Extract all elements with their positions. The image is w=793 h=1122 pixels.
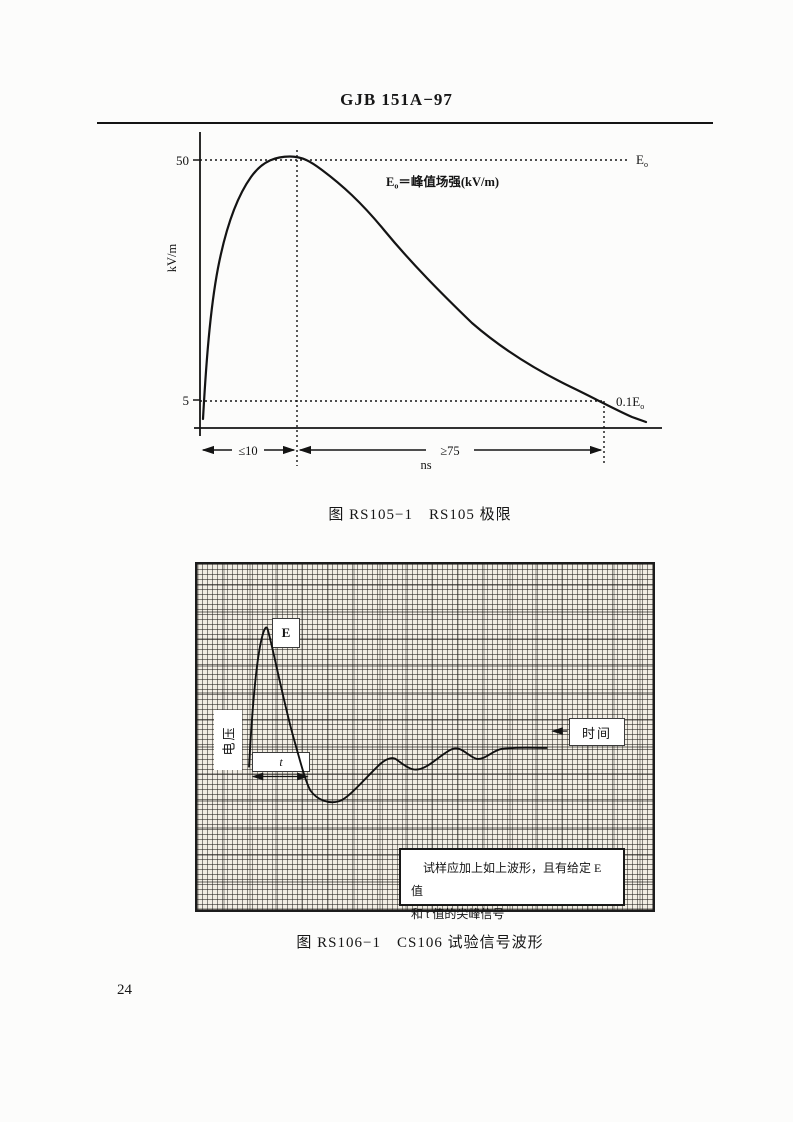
duration-label-box: t	[252, 752, 310, 772]
note-line-2: 和 t 值的尖峰信号	[411, 906, 505, 921]
rs105-limit-chart: 50 Eo Eo＝峰值场强(kV/m) 5 0.1Eo kV/m ≤10 ≥75…	[165, 132, 662, 472]
point-one-e0-label: 0.1Eo	[616, 394, 644, 411]
rs105-limit-curve	[201, 155, 648, 424]
duration-label: t	[279, 754, 283, 769]
header-divider	[97, 122, 713, 124]
decay-time-label: ≥75	[440, 444, 459, 458]
cs106-figure-caption: 图 RS106−1 CS106 试验信号波形	[296, 935, 544, 951]
rise-time-label: ≤10	[238, 444, 257, 458]
rs105-figure-caption: 图 RS105−1 RS105 极限	[328, 507, 512, 523]
time-axis-label-box: 时间	[569, 718, 625, 746]
e0-label: Eo	[636, 152, 648, 169]
y-tick-label-5: 5	[183, 393, 190, 408]
time-axis-label: 时间	[581, 725, 612, 741]
page-number: 24	[117, 982, 132, 998]
peak-value-label-box: E	[272, 618, 300, 648]
cs106-waveform-path	[248, 626, 548, 804]
cs106-waveform-graph-paper: E 电压 t 时间 试样应加上如上波形，且有给定 E 值 和 t 值的尖峰信号	[195, 562, 655, 921]
voltage-axis-label: 电压	[221, 724, 237, 756]
peak-annotation: Eo＝峰值场强(kV/m)	[386, 174, 499, 191]
note-line-1: 试样应加上如上波形，且有给定 E 值	[411, 861, 602, 898]
y-tick-label-50: 50	[176, 153, 189, 168]
voltage-axis-label-box: 电压	[214, 710, 242, 770]
x-axis-unit-label: ns	[420, 458, 431, 472]
standard-number-title: GJB 151A−97	[340, 90, 453, 109]
peak-value-label: E	[281, 625, 291, 640]
waveform-note-box: 试样应加上如上波形，且有给定 E 值 和 t 值的尖峰信号	[399, 848, 625, 921]
y-axis-unit-label: kV/m	[165, 243, 179, 272]
